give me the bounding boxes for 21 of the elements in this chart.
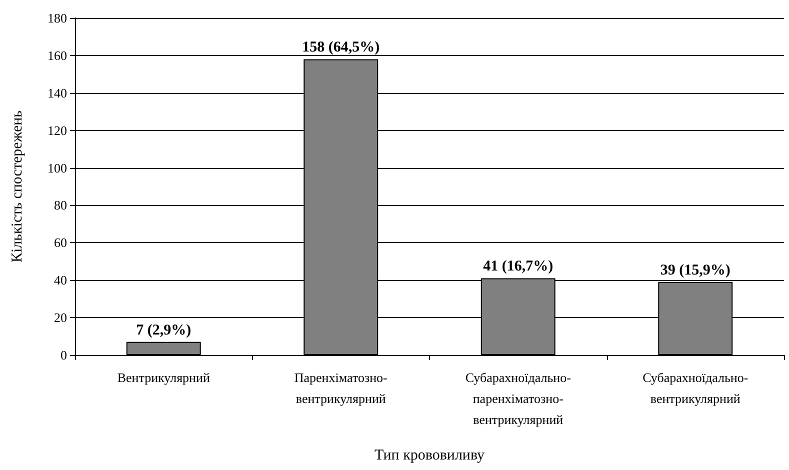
y-tick-label: 60 [54,235,67,250]
x-tick-label: Вентрикулярний [117,370,210,385]
y-tick-label: 120 [48,122,67,138]
y-tick-label: 100 [48,160,67,176]
x-tick-label: Субарахноїдально- вентрикулярний [642,370,748,406]
x-tick-label: Субарахноїдально- паренхіматозно- вентрикулярний [465,370,571,427]
data-label: 7 (2,9%) [136,322,192,338]
y-tick-label: 180 [48,10,67,26]
data-label: 39 (15,9%) [660,262,730,278]
y-tick-label: 20 [54,310,67,326]
y-tick-label: 0 [60,348,67,362]
data-label: 41 (16,7%) [483,258,554,275]
x-axis-title: Тип крововиливу [374,448,486,464]
x-tick-label: Паренхіматозно- вентрикулярний [294,370,388,406]
y-axis-title: Кількість спостережень [10,110,26,263]
data-label: 158 (64,5%) [302,40,380,56]
y-tick-label: 160 [48,48,67,63]
bar [126,342,201,355]
y-tick-label: 140 [48,85,67,100]
y-tick-label: 40 [54,272,67,288]
y-tick-label: 80 [54,198,67,213]
